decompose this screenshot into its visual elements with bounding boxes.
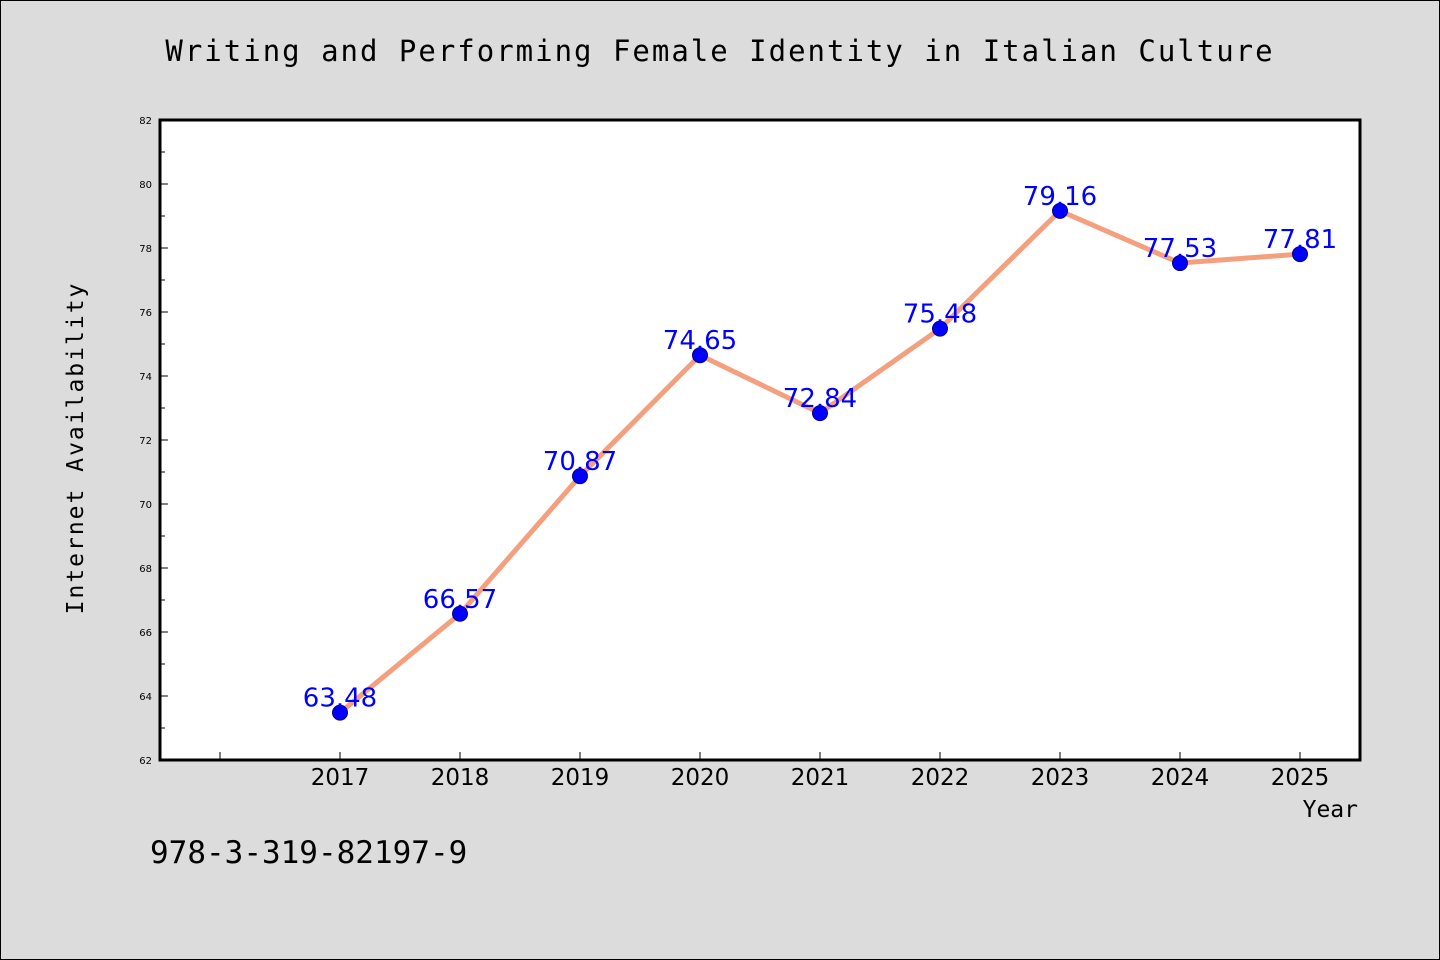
x-tick-label: 2021 [791,765,850,791]
data-label: 77.53 [1143,234,1217,264]
x-tick-label: 2025 [1271,765,1330,791]
data-point [1052,202,1068,219]
y-tick-label: 74 [139,372,152,383]
x-tick-label: 2018 [431,765,490,791]
chart-title: Writing and Performing Female Identity i… [165,34,1275,68]
y-tick-label: 68 [139,564,152,575]
y-tick-label: 70 [139,500,152,511]
x-axis-label: Year [1302,797,1358,823]
data-point [812,405,828,422]
x-tick-label: 2017 [311,765,370,791]
x-axis: 2017 2018 2019 2020 2021 2022 2023 2024 2025 [219,752,1330,791]
data-markers [332,202,1308,721]
data-label: 79.16 [1023,182,1097,212]
y-tick-label: 66 [139,628,152,639]
data-label: 63.48 [303,684,377,714]
isbn-text: 978-3-319-82197-9 [150,835,468,871]
y-tick-label: 64 [139,692,152,703]
y-tick-label: 78 [139,244,152,255]
data-label: 75.48 [903,300,977,330]
plot-area [158,118,1362,762]
y-tick-label: 62 [139,756,152,767]
x-tick-label: 2022 [911,765,970,791]
y-tick-label: 76 [139,308,152,319]
data-point [1172,255,1188,272]
x-tick-label: 2019 [551,765,610,791]
data-point [572,468,588,485]
data-point [332,704,348,721]
data-label: 74.65 [663,326,737,356]
data-label: 70.87 [543,447,617,477]
y-tick-label: 80 [139,180,152,191]
y-axis: 62 64 66 68 70 72 74 76 78 80 82 [139,116,168,767]
data-label: 66.57 [423,585,497,615]
x-tick-label: 2020 [671,765,730,791]
y-tick-label: 72 [139,436,152,447]
data-point [692,347,708,364]
data-labels: 63.48 66.57 70.87 74.65 72.84 75.48 79.16 77.53… [303,182,1337,714]
y-tick-label: 82 [139,116,152,127]
data-point [452,605,468,622]
data-label: 72.84 [783,384,857,414]
data-point [932,320,948,337]
x-tick-label: 2024 [1151,765,1210,791]
data-label: 77.81 [1263,225,1337,255]
data-point [1292,246,1308,263]
x-tick-label: 2023 [1031,765,1090,791]
